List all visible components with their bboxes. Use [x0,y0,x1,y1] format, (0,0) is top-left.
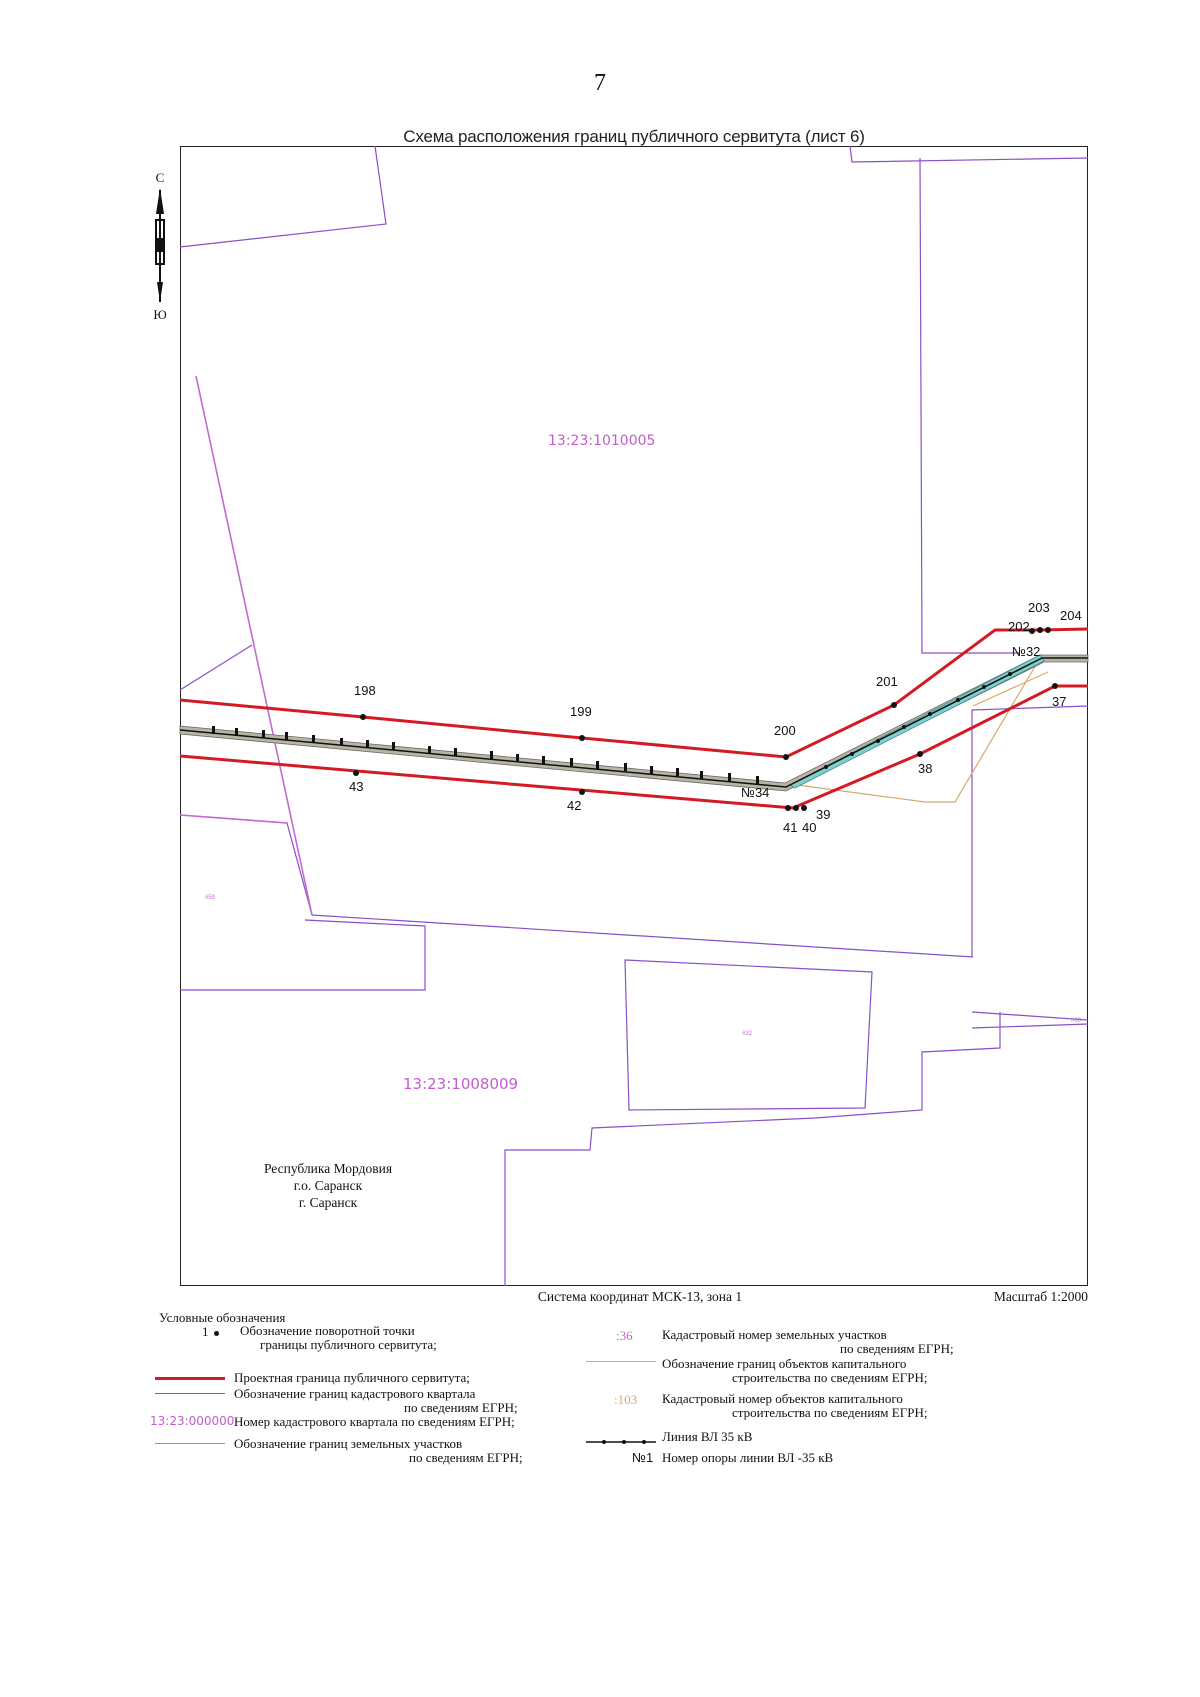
point-label: 42 [567,798,582,813]
legend-power-line-text: Линия ВЛ 35 кВ [662,1429,753,1444]
pole-label: №34 [741,785,770,800]
page-number: 7 [594,70,606,96]
servitude-line-icon [155,1377,225,1380]
turning-points [353,627,1058,811]
point-label: 41 [783,820,798,835]
scale: Масштаб 1:2000 [993,1289,1088,1304]
point-marker-icon [213,1330,219,1336]
point-label: 38 [918,761,933,776]
north-arrow-icon: С Ю [146,170,176,330]
point-label: 198 [354,683,376,698]
point-label: 199 [570,704,592,719]
parcel-label: #59 [205,895,216,901]
point-label: 200 [774,723,796,738]
point-label: 203 [1028,600,1050,615]
legend-title: Условные обозначения [159,1310,286,1325]
map-frame [180,146,1088,1286]
building-boundaries [789,657,1049,803]
building-boundary-line-icon [586,1361,656,1362]
location-region: Республика Мордовия [263,1161,393,1176]
legend-parcel-boundary-text: Обозначение границ земельных участков по… [234,1436,523,1465]
legend-building-boundary-text: Обозначение границ объектов капитального… [662,1356,928,1385]
pole-number-symbol: №1 [632,1450,654,1465]
power-line-ticks [212,672,1012,784]
coordinate-system: Система координат МСК-13, зона 1 [537,1289,743,1304]
point-label: 40 [802,820,817,835]
legend-pole-number-text: Номер опоры линии ВЛ -35 кВ [662,1450,834,1465]
compass-north-label: С [155,170,165,185]
quarter-label: 13:23:1010005 [548,433,656,449]
point-label: 37 [1052,694,1067,709]
parcel-label: #32 [742,1031,753,1037]
legend-building-number-text: Кадастровый номер объектов капитального … [662,1391,928,1420]
location-block: Республика Мордовия г.о. Саранск г. Сара… [233,1160,423,1211]
point-label: 202 [1008,619,1030,634]
point-label: 39 [816,807,831,822]
parcel-boundaries [179,375,313,916]
building-number-symbol: :103 [614,1392,638,1407]
point-label: 204 [1060,608,1082,623]
parcel-label: #60 [1071,1018,1082,1024]
legend-quarter-number-text: Номер кадастрового квартала по сведениям… [234,1414,515,1429]
quarter-number-symbol: 13:23:000000 [150,1414,235,1428]
location-district: г.о. Саранск [293,1178,363,1193]
legend-parcel-number-text: Кадастровый номер земельных участков по … [662,1327,954,1356]
point-label: 43 [349,779,364,794]
quarter-label: 13:23:1008009 [403,1075,519,1093]
quarter-boundaries [179,145,1089,1286]
point-label: 201 [876,674,898,689]
parcel-boundary-line-icon [155,1443,225,1444]
quarter-boundary-line-icon [155,1393,225,1394]
power-line-icon [586,1433,656,1444]
power-line [179,657,1088,788]
legend-point-text: Обозначение поворотной точки границы пуб… [240,1323,437,1352]
compass-south-label: Ю [153,307,167,322]
legend-servitude-text: Проектная граница публичного сервитута; [234,1370,470,1385]
location-city: г. Саранск [298,1195,358,1210]
legend-quarter-boundary-text: Обозначение границ кадастрового квартала… [234,1386,518,1415]
parcel-number-symbol: :36 [616,1328,633,1343]
pole-label: №32 [1012,644,1041,659]
legend-point-symbol: 1 [202,1324,219,1340]
map-title: Схема расположения границ публичного сер… [403,127,865,146]
